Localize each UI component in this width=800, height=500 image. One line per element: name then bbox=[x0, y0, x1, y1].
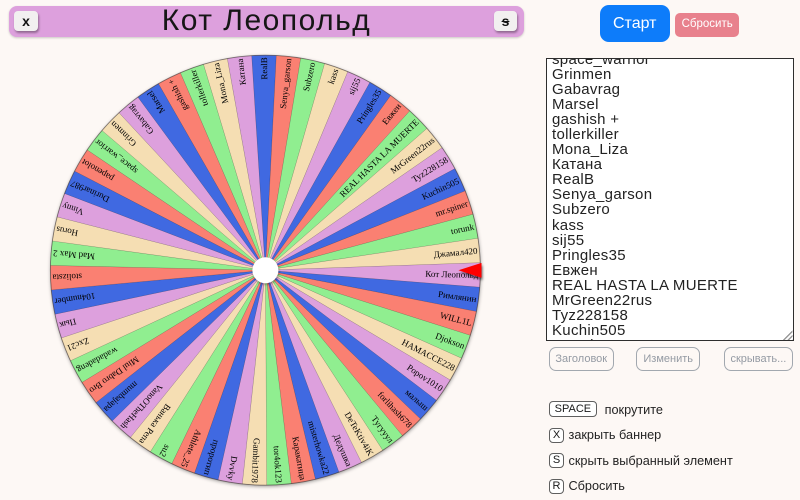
svg-text:stolizsta: stolizsta bbox=[52, 272, 82, 283]
svg-text:Джамал420: Джамал420 bbox=[433, 246, 478, 260]
svg-text:torunk: torunk bbox=[450, 222, 476, 237]
svg-text:Пык: Пык bbox=[58, 316, 78, 330]
svg-text:Mad Max 2: Mad Max 2 bbox=[53, 248, 96, 261]
svg-text:Dvvky: Dvvky bbox=[225, 455, 239, 481]
svg-text:Horus: Horus bbox=[55, 224, 79, 238]
svg-text:tor4ok123: tor4ok123 bbox=[272, 446, 284, 484]
svg-text:kass: kass bbox=[326, 67, 341, 85]
svg-text:Катана: Катана bbox=[235, 58, 248, 86]
svg-text:Gambit1978: Gambit1978 bbox=[250, 438, 262, 484]
svg-text:Кот Леопольд: Кот Леопольд bbox=[425, 269, 479, 280]
svg-text:RealB: RealB bbox=[259, 57, 269, 80]
